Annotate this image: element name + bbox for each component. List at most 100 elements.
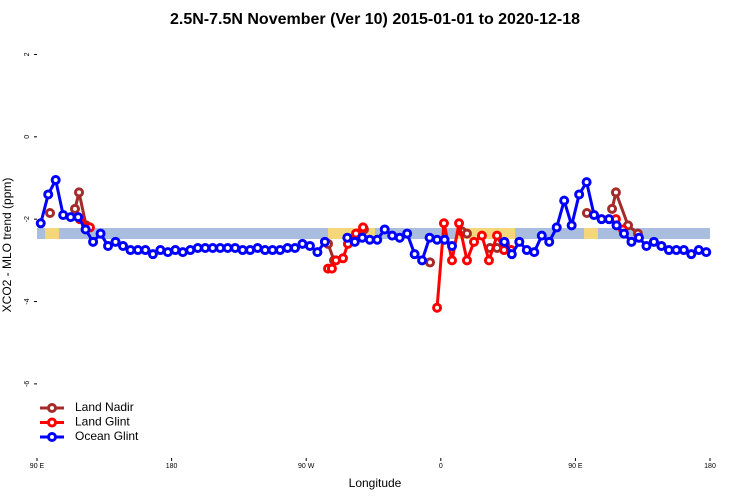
point	[663, 245, 674, 256]
point	[492, 230, 503, 241]
point	[701, 247, 712, 258]
point	[312, 247, 323, 258]
point	[402, 228, 413, 239]
point	[536, 230, 547, 241]
point	[551, 222, 562, 233]
point	[372, 234, 383, 245]
point	[499, 236, 510, 247]
point	[514, 236, 525, 247]
legend-marker	[47, 417, 57, 428]
point	[125, 245, 136, 256]
point	[417, 255, 428, 266]
point	[693, 245, 704, 256]
point	[438, 218, 449, 229]
point	[589, 210, 600, 221]
point	[619, 228, 630, 239]
point	[319, 236, 330, 247]
point	[641, 240, 652, 251]
point	[544, 236, 555, 247]
point	[454, 218, 465, 229]
y-axis-label: XCO2 - MLO trend (ppm)	[0, 178, 14, 313]
point	[45, 208, 56, 218]
point	[170, 245, 181, 256]
x-tick-label: 90 E	[30, 463, 45, 470]
point	[574, 189, 585, 200]
point	[648, 236, 659, 247]
point	[521, 245, 532, 256]
point	[222, 243, 233, 253]
point	[65, 212, 76, 223]
x-tick-label: 90 W	[298, 463, 315, 470]
point	[326, 263, 337, 274]
point	[461, 255, 472, 266]
point	[506, 249, 517, 260]
y-tick-label: 0	[24, 135, 31, 139]
point	[267, 245, 278, 256]
point	[177, 247, 188, 258]
point	[73, 212, 84, 223]
point	[447, 255, 458, 266]
point	[275, 245, 286, 256]
legend-label: Land Nadir	[75, 400, 134, 414]
point	[69, 203, 80, 214]
point	[476, 230, 487, 241]
point	[192, 243, 203, 253]
point	[671, 245, 682, 256]
point	[596, 214, 607, 225]
point	[469, 236, 480, 247]
point	[185, 245, 196, 256]
point	[237, 245, 248, 256]
point	[529, 247, 540, 258]
point	[626, 236, 637, 247]
point	[95, 228, 106, 239]
point	[35, 218, 46, 229]
point	[581, 177, 592, 188]
y-tick-label: 2	[24, 52, 31, 56]
point	[110, 236, 121, 247]
point	[425, 257, 436, 268]
point	[162, 247, 173, 258]
point	[607, 203, 618, 214]
point	[633, 232, 644, 243]
point	[252, 243, 263, 253]
legend-marker	[47, 432, 57, 442]
point	[304, 240, 315, 251]
point	[132, 245, 143, 256]
point	[364, 234, 375, 245]
x-axis-label: Longitude	[349, 476, 402, 490]
point	[245, 245, 256, 256]
point	[566, 220, 577, 231]
legend-marker	[47, 403, 57, 413]
point	[43, 189, 54, 200]
point	[559, 195, 570, 206]
x-tick-label: 180	[704, 463, 716, 470]
point	[358, 222, 369, 233]
point	[289, 243, 300, 253]
point	[155, 245, 166, 256]
point	[349, 236, 360, 247]
point	[80, 224, 91, 235]
point	[604, 214, 615, 225]
point	[147, 249, 158, 260]
point	[200, 243, 211, 253]
point	[207, 243, 218, 253]
point	[461, 228, 472, 239]
point	[432, 302, 443, 313]
point	[88, 236, 99, 247]
point	[432, 234, 443, 245]
land-band	[584, 228, 598, 239]
y-tick-label: -4	[24, 298, 31, 304]
point	[424, 232, 435, 243]
point	[447, 240, 458, 251]
x-tick-label: 0	[439, 463, 443, 470]
point	[379, 224, 390, 235]
point	[409, 249, 420, 260]
point	[342, 232, 353, 243]
point	[50, 175, 61, 186]
point	[686, 249, 697, 260]
legend-label: Land Glint	[75, 415, 130, 429]
point	[611, 220, 622, 231]
point	[140, 245, 151, 256]
